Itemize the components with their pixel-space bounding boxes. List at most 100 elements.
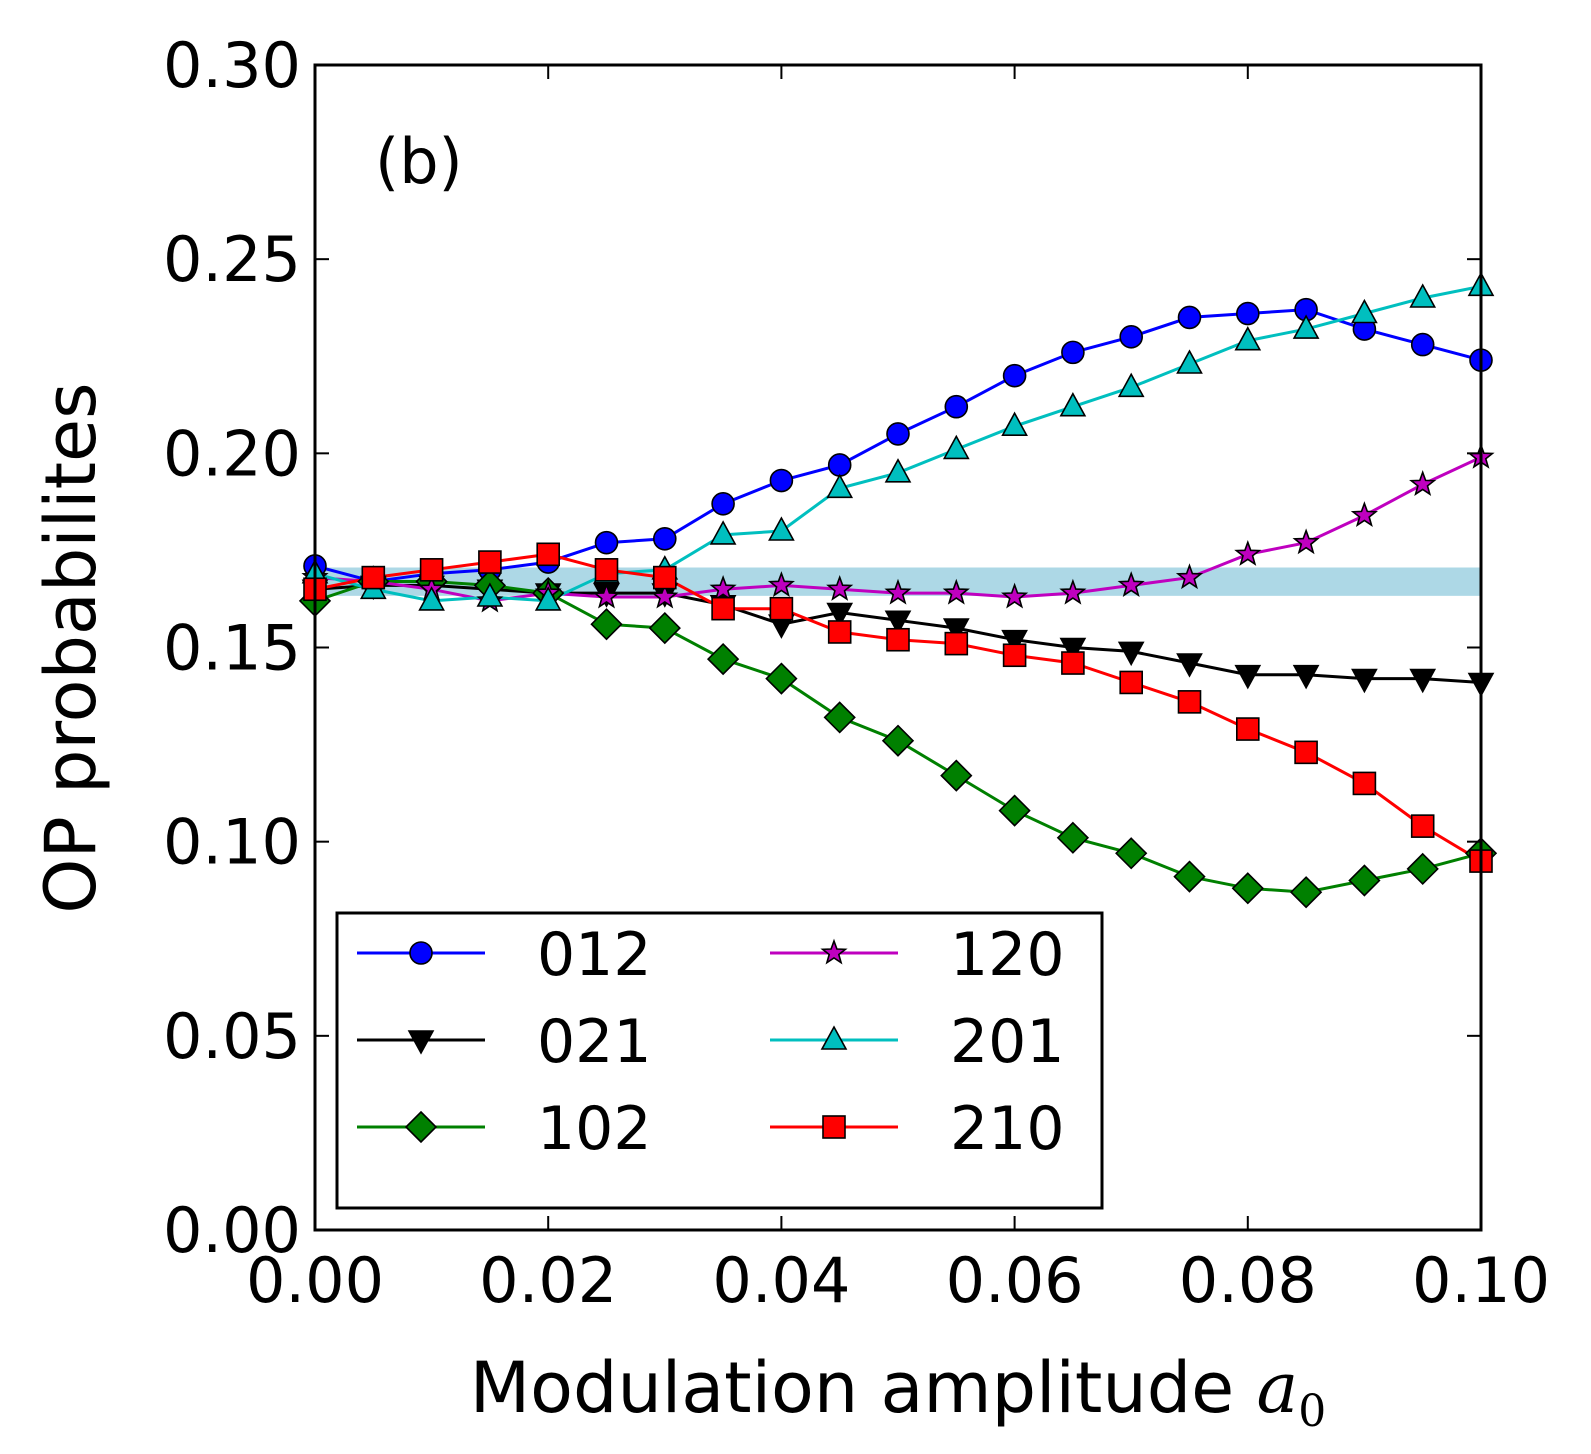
data-point-021	[1351, 668, 1378, 694]
panel-label: (b)	[375, 125, 463, 198]
data-point-102	[1289, 876, 1323, 909]
data-point-210	[1061, 651, 1085, 675]
x-tick-label: 0.00	[246, 1244, 384, 1317]
data-point-201	[1001, 411, 1028, 437]
data-point-012	[769, 468, 794, 493]
data-point-201	[1176, 349, 1203, 374]
data-point-210	[478, 550, 502, 574]
data-point-102	[998, 794, 1031, 827]
legend-label: 012	[537, 920, 652, 990]
data-point-210	[1410, 814, 1435, 838]
data-point-201	[1117, 372, 1145, 398]
y-tick-label: 0.00	[163, 1194, 301, 1267]
data-point-102	[1056, 821, 1090, 854]
data-point-210	[1002, 643, 1027, 668]
data-point-120	[651, 582, 679, 609]
legend-entry-201: 201	[770, 1007, 1065, 1077]
data-point-021	[826, 602, 854, 628]
data-point-021	[1234, 664, 1262, 690]
y-tick-label: 0.20	[163, 417, 301, 490]
x-tick-label: 0.10	[1412, 1244, 1550, 1317]
data-point-012	[652, 526, 677, 551]
data-point-021	[942, 618, 970, 643]
legend-entry-021: 021	[357, 1007, 652, 1077]
legend-label: 102	[537, 1094, 652, 1164]
data-point-201	[418, 586, 445, 611]
legend-entry-102: 102	[357, 1094, 652, 1164]
y-tick-label: 0.15	[163, 612, 301, 685]
plot-frame	[313, 63, 1483, 1232]
data-point-021	[1409, 668, 1437, 694]
data-point-120	[709, 574, 737, 601]
data-point-201	[1234, 326, 1262, 351]
x-axis-label: Modulation amplitude a0	[470, 1347, 1326, 1437]
data-point-210	[419, 558, 444, 582]
data-point-012	[594, 530, 619, 555]
data-point-120	[592, 582, 621, 609]
data-point-120	[767, 571, 795, 597]
data-point-120	[1059, 578, 1087, 605]
data-point-102	[881, 724, 915, 757]
data-point-012	[1119, 325, 1143, 349]
data-point-012	[886, 422, 910, 446]
data-point-012	[944, 394, 969, 419]
data-point-012	[1177, 305, 1202, 330]
data-point-201	[826, 473, 854, 499]
y-tick-label: 0.10	[163, 806, 301, 879]
data-point-102	[1406, 852, 1439, 886]
legend-marker	[404, 1110, 438, 1144]
x-axis-label-subscript: 0	[1298, 1386, 1326, 1437]
legend-marker	[820, 1025, 848, 1050]
data-point-210	[1119, 670, 1143, 695]
data-point-102	[706, 642, 740, 676]
data-point-210	[1352, 771, 1377, 796]
data-point-120	[884, 578, 912, 605]
data-point-201	[1409, 283, 1437, 308]
data-point-102	[1173, 860, 1206, 893]
data-point-210	[711, 596, 735, 621]
data-point-102	[1348, 864, 1381, 897]
data-point-021	[1117, 641, 1145, 667]
data-point-012	[1002, 363, 1027, 388]
data-point-120	[1292, 528, 1320, 555]
data-point-120	[1175, 563, 1204, 590]
data-point-021	[1176, 653, 1203, 678]
data-point-201	[476, 582, 504, 607]
data-point-102	[765, 662, 798, 695]
data-point-201	[768, 516, 795, 541]
y-axis-label: OP probabilites	[30, 382, 112, 913]
data-point-012	[1061, 340, 1085, 365]
data-point-210	[1177, 690, 1202, 714]
legend-label: 201	[950, 1007, 1065, 1077]
data-point-120	[826, 574, 854, 601]
legend-marker	[820, 938, 848, 965]
data-point-102	[1115, 837, 1148, 870]
data-point-120	[942, 578, 970, 605]
data-point-120	[1350, 501, 1378, 528]
data-point-210	[361, 565, 386, 590]
legend-marker	[822, 1115, 846, 1139]
data-point-102	[1231, 872, 1264, 905]
legend-entry-120: 120	[770, 920, 1065, 990]
data-point-210	[886, 627, 910, 652]
data-point-201	[1351, 298, 1378, 324]
legend-entry-012: 012	[357, 920, 652, 990]
y-tick-label: 0.05	[163, 1000, 301, 1073]
y-tick-label: 0.25	[163, 223, 301, 296]
legend-marker	[407, 1030, 435, 1055]
data-point-201	[709, 520, 737, 545]
data-point-012	[711, 492, 735, 516]
legend-label: 120	[950, 920, 1065, 990]
data-point-210	[536, 542, 561, 567]
data-point-021	[1001, 629, 1028, 655]
data-point-120	[1409, 470, 1437, 496]
data-point-012	[1410, 332, 1435, 357]
legend-label: 021	[537, 1007, 652, 1077]
x-tick-label: 0.08	[1179, 1244, 1317, 1317]
data-point-120	[1117, 571, 1145, 597]
data-point-021	[1292, 664, 1320, 690]
data-point-210	[827, 620, 852, 644]
data-point-210	[769, 596, 794, 621]
data-point-201	[534, 586, 562, 611]
